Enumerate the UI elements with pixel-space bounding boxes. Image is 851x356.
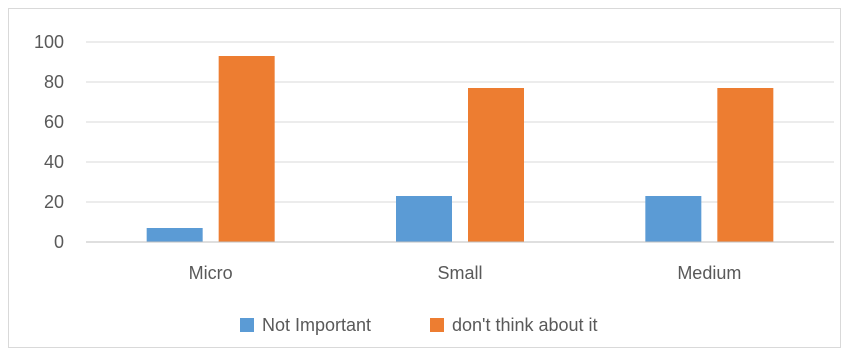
y-tick-label: 0	[54, 232, 64, 252]
y-tick-label: 60	[44, 112, 64, 132]
bars	[146, 56, 774, 242]
legend: Not Important don't think about it	[240, 315, 598, 335]
bar-small-dont-think-about-it	[468, 88, 524, 242]
x-category-label: Small	[437, 263, 482, 283]
y-tick-label: 40	[44, 152, 64, 172]
x-category-label: Medium	[677, 263, 741, 283]
legend-label: don't think about it	[452, 315, 598, 335]
y-axis-tick-labels: 0 20 40 60 80 100	[34, 32, 64, 252]
bar-micro-not-important	[146, 228, 203, 242]
gridlines	[86, 41, 834, 203]
y-tick-label: 20	[44, 192, 64, 212]
y-tick-label: 100	[34, 32, 64, 52]
bar-medium-not-important	[645, 196, 702, 242]
legend-swatch	[430, 318, 444, 332]
chart-frame	[8, 8, 841, 348]
x-axis-category-labels: Micro Small Medium	[189, 263, 742, 283]
bar-small-not-important	[396, 196, 452, 242]
y-tick-label: 80	[44, 72, 64, 92]
bar-medium-dont-think-about-it	[717, 88, 774, 242]
legend-label: Not Important	[262, 315, 371, 335]
legend-swatch	[240, 318, 254, 332]
bar-micro-dont-think-about-it	[218, 56, 275, 242]
x-category-label: Micro	[189, 263, 233, 283]
